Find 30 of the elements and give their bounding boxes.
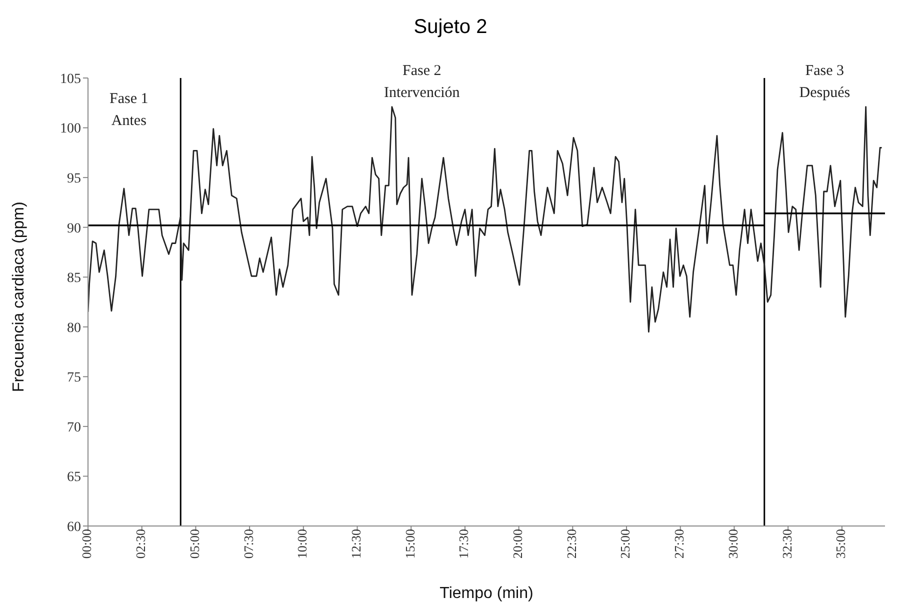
x-tick-label: 07:30 xyxy=(240,529,256,559)
x-tick-label: 25:00 xyxy=(618,529,633,559)
x-tick-label: 35:00 xyxy=(833,529,848,559)
annotation: Fase 3 Después xyxy=(798,62,852,103)
y-axis-title: Frecuencia cardiaca (ppm) xyxy=(10,202,28,392)
y-tick-label: 60 xyxy=(67,520,81,535)
y-tick-label: 85 xyxy=(67,271,81,286)
x-tick-label: 10:00 xyxy=(294,529,310,559)
y-tick-label: 100 xyxy=(60,122,81,137)
x-tick-label: 05:00 xyxy=(186,529,202,559)
annotation: Fase 2 Intervención xyxy=(382,62,461,103)
y-tick-label: 65 xyxy=(67,470,81,486)
x-tick-label: 30:00 xyxy=(725,529,740,559)
x-tick-label: 22:30 xyxy=(564,529,579,559)
y-tick-label: 90 xyxy=(67,221,81,236)
y-tick-label: 95 xyxy=(67,172,81,187)
chart-title: Sujeto 2 xyxy=(412,16,488,39)
y-tick-label: 80 xyxy=(67,320,81,336)
y-tick-label: 75 xyxy=(67,370,81,386)
x-tick-label: 32:30 xyxy=(779,529,794,559)
x-tick-label: 27:30 xyxy=(672,529,687,559)
x-tick-label: 02:30 xyxy=(133,529,148,559)
x-tick-label: 20:00 xyxy=(510,529,526,559)
x-tick-label: 00:00 xyxy=(79,529,94,559)
y-tick-label: 70 xyxy=(67,420,81,436)
x-axis-title: Tiempo (min) xyxy=(440,585,534,602)
x-tick-label: 17:30 xyxy=(456,529,472,559)
y-tick-label: 105 xyxy=(60,72,81,87)
x-tick-label: 15:00 xyxy=(402,529,418,559)
x-tick-label: 12:30 xyxy=(348,529,364,559)
